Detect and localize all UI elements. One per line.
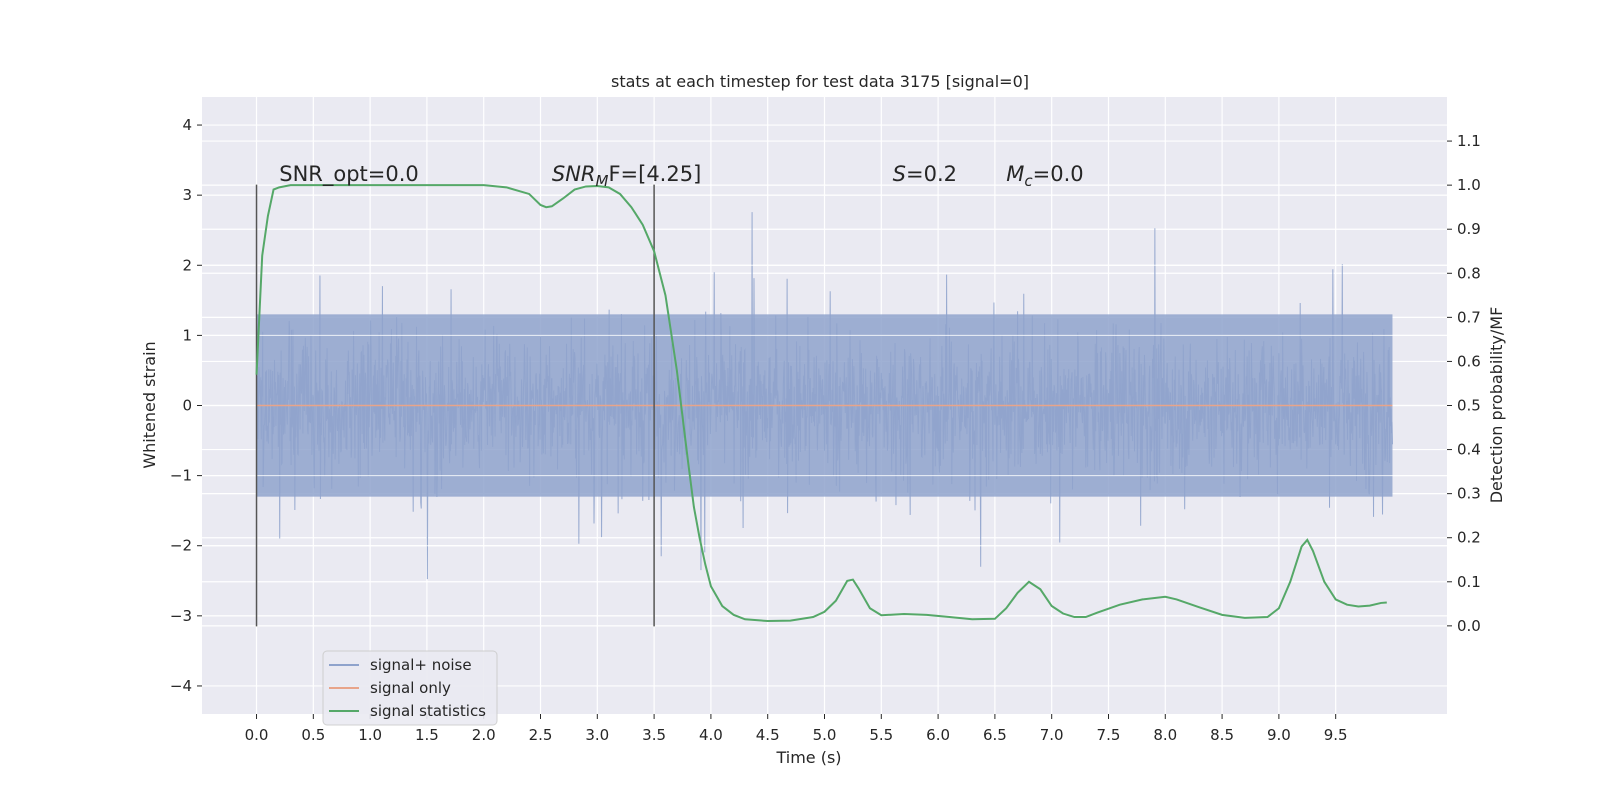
- y2-tick-label: 0.6: [1457, 352, 1481, 370]
- y2-tick-label: 0.2: [1457, 529, 1481, 547]
- annotation-1: SNR_opt=0.0: [279, 162, 419, 187]
- annotation-symbol: M: [1006, 162, 1024, 186]
- x-tick-label: 1.5: [415, 726, 439, 744]
- x-tick-label: 3.0: [585, 726, 609, 744]
- y-tick-label: 4: [182, 116, 192, 134]
- annotations: SNR_opt=0.0 SNRMF=[4.25] S=0.2 Mc=0.0: [279, 162, 1083, 190]
- y2-tick-label: 0.5: [1457, 397, 1481, 415]
- x-tick-label: 0.5: [301, 726, 325, 744]
- x-tick-label: 2.0: [472, 726, 496, 744]
- legend-label: signal statistics: [370, 702, 486, 720]
- signal-statistics-line: [255, 184, 1387, 623]
- x-tick-label: 3.5: [642, 726, 666, 744]
- y-tick-label: 0: [182, 397, 192, 415]
- x-tick-label: 6.5: [983, 726, 1007, 744]
- y-tick-label: −3: [170, 607, 192, 625]
- legend-label: signal only: [370, 679, 451, 697]
- y2-tick-label: 0.3: [1457, 485, 1481, 503]
- y-axis-ticks: 4 3 2 1 0 −1 −2 −3 −4: [170, 116, 202, 695]
- y2-axis-ticks: 1.1 1.0 0.9 0.8 0.7 0.6 0.5 0.4 0.3 0.2 0.1 0.0: [1447, 132, 1481, 635]
- legend-box: [322, 650, 498, 726]
- y2-tick-label: 1.1: [1457, 132, 1481, 150]
- annotation-2: SNRMF=[4.25]: [552, 162, 701, 190]
- x-tick-label: 7.5: [1097, 726, 1121, 744]
- x-tick-label: 9.5: [1324, 726, 1348, 744]
- x-tick-label: 6.0: [926, 726, 950, 744]
- x-tick-label: 0.0: [245, 726, 269, 744]
- annotation-symbol: S: [893, 162, 906, 186]
- y-tick-label: −2: [170, 537, 192, 555]
- annotation-subscript: c: [1024, 172, 1033, 190]
- x-tick-label: 5.5: [869, 726, 893, 744]
- x-tick-label: 5.0: [813, 726, 837, 744]
- x-tick-label: 9.0: [1267, 726, 1291, 744]
- y2-tick-label: 0.8: [1457, 264, 1481, 282]
- line-series: [255, 184, 1393, 627]
- annotation-value: =0.2: [906, 162, 957, 186]
- y2-axis-label: Detection probability/MF: [1487, 307, 1506, 504]
- annotation-3: S=0.2: [893, 162, 957, 186]
- x-tick-label: 8.0: [1153, 726, 1177, 744]
- x-tick-label: 7.0: [1040, 726, 1064, 744]
- y-tick-label: −4: [170, 677, 192, 695]
- x-tick-label: 2.5: [529, 726, 553, 744]
- y-tick-label: 2: [182, 256, 192, 274]
- annotation-subscript: M: [596, 172, 609, 190]
- annotation-4: Mc=0.0: [1006, 162, 1083, 190]
- y-tick-label: 3: [182, 186, 192, 204]
- y2-tick-label: 0.4: [1457, 441, 1481, 459]
- annotation-value: F=[4.25]: [608, 162, 701, 186]
- x-tick-label: 1.0: [358, 726, 382, 744]
- chart-title: stats at each timestep for test data 317…: [611, 72, 1029, 91]
- y2-tick-label: 0.7: [1457, 308, 1481, 326]
- annotation-symbol: SNR: [552, 162, 596, 186]
- x-axis-label: Time (s): [775, 748, 841, 767]
- y2-tick-label: 0.9: [1457, 220, 1481, 238]
- y2-tick-label: 0.1: [1457, 573, 1481, 591]
- legend: signal+ noise signal only signal statistic…: [322, 650, 498, 726]
- x-tick-label: 8.5: [1210, 726, 1234, 744]
- annotation-value: =0.0: [1033, 162, 1084, 186]
- x-tick-label: 4.5: [756, 726, 780, 744]
- y-tick-label: −1: [170, 467, 192, 485]
- y-axis-label: Whitened strain: [140, 341, 159, 468]
- legend-label: signal+ noise: [370, 656, 472, 674]
- x-axis-ticks: 0.0 0.5 1.0 1.5 2.0 2.5 3.0 3.5 4.0 4.5 5.0 5.5 6.0 6…: [245, 714, 1348, 744]
- y-tick-label: 1: [182, 326, 192, 344]
- y2-tick-label: 1.0: [1457, 176, 1481, 194]
- x-tick-label: 4.0: [699, 726, 723, 744]
- y2-tick-label: 0.0: [1457, 617, 1481, 635]
